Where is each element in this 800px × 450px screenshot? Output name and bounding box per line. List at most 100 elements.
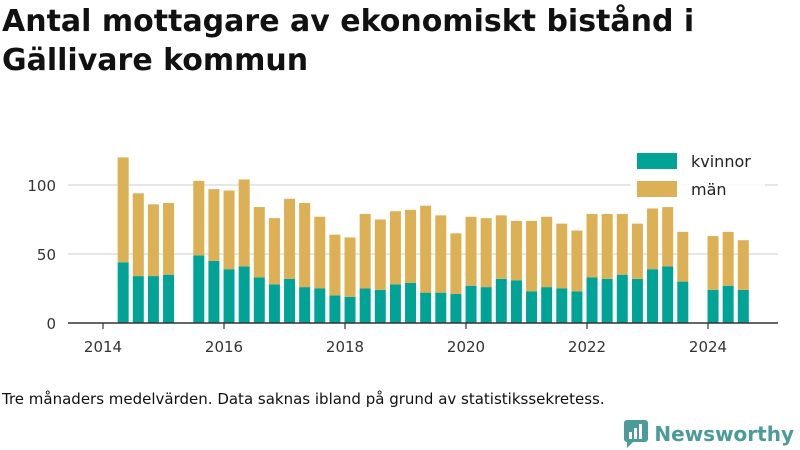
bar-man — [707, 236, 719, 290]
x-tick-label: 2020 — [447, 338, 485, 356]
y-tick-label: 50 — [37, 246, 56, 264]
bar-kvinnor — [556, 288, 568, 323]
bar-man — [541, 216, 553, 288]
bar-man — [616, 213, 628, 275]
bar-kvinnor — [389, 284, 401, 323]
x-tick-label: 2016 — [205, 338, 243, 356]
bar-man — [314, 216, 326, 289]
bar-kvinnor — [510, 280, 522, 323]
legend: kvinnor män — [630, 146, 765, 206]
bar-kvinnor — [193, 255, 205, 323]
bar-kvinnor — [707, 289, 719, 323]
bar-kvinnor — [329, 295, 341, 323]
bar-kvinnor — [722, 285, 734, 323]
bar-man — [450, 233, 462, 295]
bar-man — [253, 207, 265, 278]
bar-man — [268, 218, 280, 285]
newsworthy-logo-icon — [624, 420, 649, 448]
bar-man — [677, 231, 689, 282]
legend-swatch — [637, 181, 677, 197]
x-tick-label: 2014 — [84, 338, 122, 356]
x-tick-label: 2024 — [689, 338, 727, 356]
bar-kvinnor — [480, 287, 492, 323]
bar-man — [495, 215, 507, 279]
bar-man — [631, 223, 643, 279]
bar-kvinnor — [571, 291, 583, 323]
bar-man — [737, 240, 749, 290]
bar-man — [510, 220, 522, 281]
bar-man — [132, 193, 144, 277]
bar-man — [223, 190, 235, 270]
legend-label: män — [691, 180, 727, 199]
bar-kvinnor — [526, 291, 538, 323]
bar-kvinnor — [631, 278, 643, 323]
bar-kvinnor — [284, 278, 296, 323]
bar-man — [722, 231, 734, 286]
bar-man — [359, 213, 371, 289]
bar-kvinnor — [374, 289, 386, 323]
legend-label: kvinnor — [691, 152, 751, 171]
bar-kvinnor — [677, 281, 689, 323]
bar-kvinnor — [405, 282, 417, 323]
bar-kvinnor — [601, 278, 613, 323]
bar-man — [465, 216, 477, 286]
brand-logo[interactable]: Newsworthy — [624, 419, 794, 449]
bar-man — [571, 230, 583, 292]
brand-name: Newsworthy — [654, 422, 794, 446]
bar-man — [480, 218, 492, 288]
bar-man — [208, 189, 220, 261]
bar-man — [405, 209, 417, 283]
y-tick-label: 100 — [27, 177, 56, 195]
bars — [117, 157, 749, 323]
bar-kvinnor — [359, 288, 371, 323]
x-tick-label: 2022 — [568, 338, 606, 356]
bar-kvinnor — [450, 294, 462, 323]
bar-kvinnor — [737, 289, 749, 323]
bar-kvinnor — [465, 285, 477, 323]
bar-man — [344, 237, 356, 297]
bar-man — [374, 219, 386, 290]
bar-man — [299, 202, 311, 288]
bar-man — [526, 220, 538, 292]
bar-man — [435, 215, 447, 293]
bar-kvinnor — [647, 269, 659, 323]
bar-man — [147, 204, 159, 277]
legend-swatch — [637, 153, 677, 169]
bar-kvinnor — [435, 292, 447, 323]
bar-kvinnor — [586, 277, 598, 323]
bar-kvinnor — [495, 278, 507, 323]
bar-kvinnor — [253, 277, 265, 323]
bar-kvinnor — [616, 274, 628, 323]
y-tick-label: 0 — [46, 315, 56, 333]
bar-kvinnor — [208, 260, 220, 323]
bar-kvinnor — [238, 266, 250, 323]
x-tick-label: 2018 — [326, 338, 364, 356]
bar-kvinnor — [147, 276, 159, 323]
bar-kvinnor — [117, 262, 129, 323]
bar-kvinnor — [541, 287, 553, 323]
bar-kvinnor — [268, 284, 280, 323]
bar-kvinnor — [314, 288, 326, 323]
bar-chart: 0 50 100 2014 2016 2018 2020 2022 2024 kvinnor mä… — [27, 146, 778, 356]
bar-kvinnor — [299, 287, 311, 323]
bar-man — [389, 211, 401, 285]
bar-man — [284, 198, 296, 279]
bar-man — [586, 213, 598, 278]
bar-kvinnor — [223, 269, 235, 323]
bar-kvinnor — [132, 276, 144, 323]
axes: 0 50 100 2014 2016 2018 2020 2022 2024 — [27, 177, 778, 356]
bar-man — [163, 202, 175, 275]
chart-title: Antal mottagare av ekonomiskt bistånd i … — [2, 4, 695, 78]
bar-man — [662, 207, 674, 267]
bar-man — [329, 234, 341, 296]
bar-man — [420, 205, 432, 293]
bar-kvinnor — [420, 292, 432, 323]
bar-kvinnor — [163, 274, 175, 323]
bar-man — [601, 213, 613, 279]
bar-kvinnor — [662, 266, 674, 323]
bar-man — [117, 157, 129, 263]
footnote: Tre månaders medelvärden. Data saknas ib… — [2, 390, 605, 408]
bar-man — [647, 208, 659, 270]
bar-man — [556, 223, 568, 289]
bar-kvinnor — [344, 296, 356, 323]
